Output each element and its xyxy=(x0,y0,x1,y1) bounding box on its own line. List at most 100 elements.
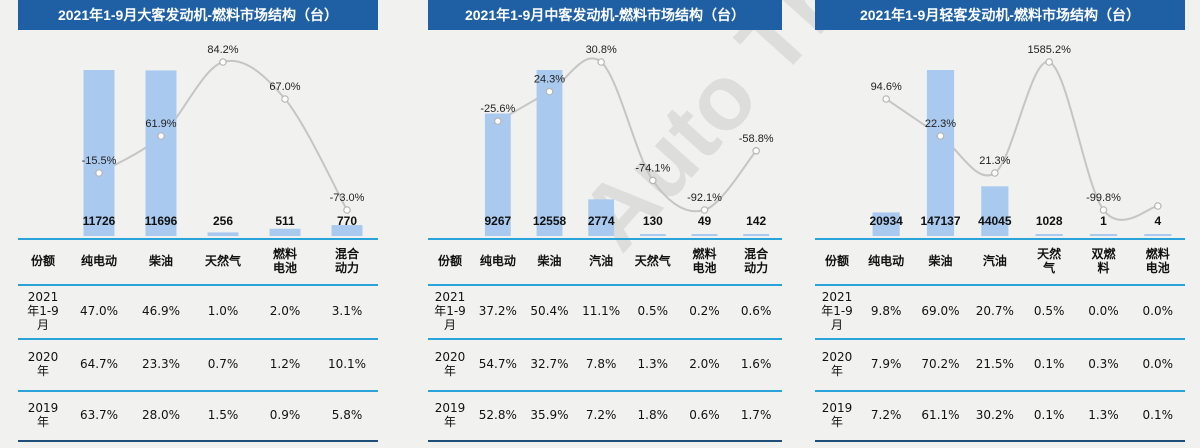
bar xyxy=(981,186,1009,236)
table-cell: 35.9% xyxy=(530,408,569,422)
bar-value-label: 142 xyxy=(746,214,766,228)
bar-value-label: 44045 xyxy=(978,214,1012,228)
table-cell: 0.0% xyxy=(1142,304,1174,318)
column-header: 柴油 xyxy=(928,254,953,268)
bar xyxy=(207,232,239,236)
table-cell: 61.1% xyxy=(921,408,960,422)
table-cell: 9.8% xyxy=(870,304,902,318)
table-cell: 0.5% xyxy=(1033,304,1065,318)
bar-value-label: 147137 xyxy=(920,214,960,228)
growth-point xyxy=(1099,206,1108,214)
growth-point xyxy=(936,132,945,140)
table-rule xyxy=(428,338,782,340)
bar xyxy=(484,113,511,236)
table-rule xyxy=(18,440,378,442)
growth-label: -15.5% xyxy=(82,155,117,167)
bar xyxy=(639,234,666,236)
table-cell: 63.7% xyxy=(79,408,119,422)
column-header: 混合 动力 xyxy=(744,247,769,275)
growth-label: 22.3% xyxy=(925,118,956,130)
table-rule xyxy=(428,390,782,392)
growth-label: -73.0% xyxy=(330,192,365,204)
bar xyxy=(331,225,363,236)
table-cell: 0.1% xyxy=(1033,357,1065,371)
bar-value-label: 1 xyxy=(1100,214,1107,228)
growth-label: 30.8% xyxy=(586,44,617,56)
column-header: 燃料 电池 xyxy=(1145,247,1170,275)
bar-value-label: 770 xyxy=(337,214,357,228)
table-header-row: 份额 纯电动 柴油 汽油 天然 气 双燃 料 燃料 电池 xyxy=(815,238,1185,284)
table-rule xyxy=(815,238,1185,240)
table-cell: 23.3% xyxy=(141,357,181,371)
table-cell: 0.2% xyxy=(689,304,720,318)
table-cell: 1.3% xyxy=(1088,408,1119,422)
growth-point xyxy=(545,87,554,96)
bar xyxy=(926,70,955,236)
chart-title: 2021年1-9月轻客发动机-燃料市场结构（台） xyxy=(815,0,1185,30)
table-cell: 21.5% xyxy=(975,357,1014,371)
chart-panel-medium: 2021年1-9月中客发动机-燃料市场结构（台） 9267 12558 2774 13… xyxy=(428,0,782,448)
table-cell: 1.5% xyxy=(207,408,239,422)
table-cell: 1.3% xyxy=(637,357,669,371)
growth-label: 84.2% xyxy=(207,44,238,56)
table-rule xyxy=(428,238,782,240)
table-cell: 32.7% xyxy=(530,357,569,371)
bar-value-label: 4 xyxy=(1154,214,1161,228)
table-cell: 1.7% xyxy=(740,408,772,422)
table-cell: 2.0% xyxy=(269,304,301,318)
table-row: 2020 年 7.9% 70.2% 21.5% 0.1% 0.3% 0.0% xyxy=(815,338,1185,390)
growth-label: 1585.2% xyxy=(1027,44,1071,56)
table-cell: 1.2% xyxy=(269,357,301,371)
table-header-row: 份额 纯电动 柴油 汽油 天然气 燃料 电池 混合 动力 xyxy=(428,238,782,284)
column-header: 燃料 电池 xyxy=(272,247,297,275)
table-cell: 0.0% xyxy=(1088,304,1119,318)
chart-plot: 9267 12558 2774 130 49 142 -25.6% 24.3% 30.8% -74… xyxy=(480,44,774,236)
growth-point xyxy=(95,169,103,177)
growth-label: 94.6% xyxy=(871,81,902,93)
table-cell: 1.6% xyxy=(740,357,772,371)
table-header-label: 份额 xyxy=(824,254,849,268)
table-cell: 50.4% xyxy=(530,304,569,318)
bar-value-label: 9267 xyxy=(484,214,511,228)
growth-point xyxy=(1154,202,1162,210)
table-cell: 0.6% xyxy=(740,304,772,318)
column-header: 柴油 xyxy=(148,254,173,268)
column-header: 纯电动 xyxy=(479,254,516,268)
table-rule xyxy=(815,390,1185,392)
column-header: 汽油 xyxy=(589,254,614,268)
bar xyxy=(269,228,301,236)
table-rule xyxy=(18,284,378,286)
table-cell: 69.0% xyxy=(921,304,960,318)
chart-panel-light: 2021年1-9月轻客发动机-燃料市场结构（台） 20934 147137 4404… xyxy=(815,0,1185,448)
growth-point xyxy=(157,132,165,140)
bar xyxy=(872,212,900,236)
table-cell: 30.2% xyxy=(975,408,1014,422)
bar-value-label: 130 xyxy=(643,214,663,228)
table-row: 2020 年 64.7% 23.3% 0.7% 1.2% 10.1% xyxy=(18,338,378,390)
table-cell: 0.6% xyxy=(689,408,720,422)
table-cell: 28.0% xyxy=(141,408,181,422)
table-cell: 0.3% xyxy=(1088,357,1119,371)
chart-title: 2021年1-9月中客发动机-燃料市场结构（台） xyxy=(428,0,782,30)
table-rule xyxy=(428,440,782,442)
table-header-row: 份额 纯电动 柴油 天然气 燃料 电池 混合 动力 xyxy=(18,238,378,284)
row-label: 2019 年 xyxy=(434,401,466,429)
bar-value-label: 2774 xyxy=(588,214,615,228)
table-cell: 1.8% xyxy=(637,408,669,422)
chart-plot: 20934 147137 44045 1028 1 4 94.6% 22.3% 21.3% 158… xyxy=(869,44,1172,236)
bar xyxy=(1089,234,1118,236)
table-rule xyxy=(815,338,1185,340)
table-cell: 7.8% xyxy=(585,357,617,371)
bar xyxy=(83,70,115,236)
row-label: 2019 年 xyxy=(27,401,59,429)
growth-point xyxy=(219,58,227,66)
growth-line xyxy=(98,59,348,211)
growth-point xyxy=(281,95,289,103)
column-header: 天然气 xyxy=(634,254,671,268)
row-label: 2020 年 xyxy=(821,350,853,378)
table-cell: 1.0% xyxy=(207,304,239,318)
table-cell: 37.2% xyxy=(478,304,517,318)
table-cell: 20.7% xyxy=(975,304,1014,318)
bar-value-label: 20934 xyxy=(869,214,903,228)
table-header-label: 份额 xyxy=(437,254,462,268)
